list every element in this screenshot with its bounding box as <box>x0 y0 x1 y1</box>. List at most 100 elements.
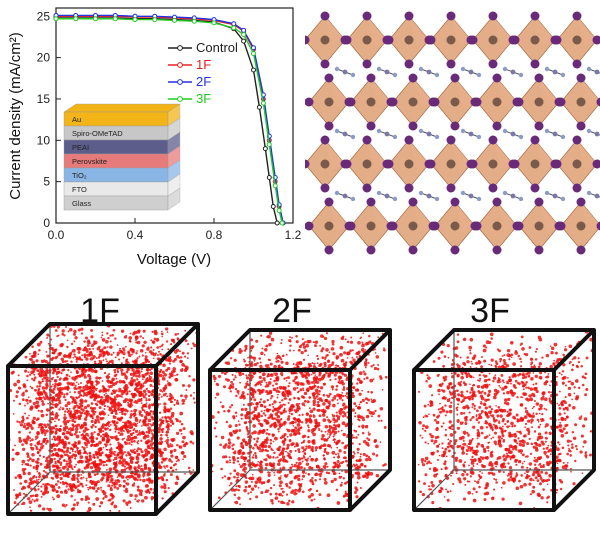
data-point <box>231 21 237 27</box>
halide-atom <box>408 121 418 131</box>
cube-label-3f: 3F <box>470 292 510 330</box>
stack-layer-label: Spiro-OMeTAD <box>72 129 123 138</box>
metal-atom <box>404 159 414 169</box>
x-tick-label: 0.0 <box>48 228 65 242</box>
organic-cation <box>544 128 566 140</box>
data-point <box>211 20 217 26</box>
metal-atom <box>488 159 498 169</box>
metal-atom <box>404 35 414 45</box>
legend-entry: 1F <box>168 57 211 72</box>
data-point <box>191 18 197 24</box>
halide-atom <box>534 121 544 131</box>
halide-atom <box>530 183 540 193</box>
data-point <box>241 27 247 33</box>
halide-atom <box>576 197 586 207</box>
y-tick-label: 15 <box>37 92 51 106</box>
organic-cation <box>460 128 482 140</box>
halide-atom <box>592 35 600 45</box>
dot-cloud <box>412 329 594 511</box>
metal-atom <box>362 159 372 169</box>
organic-cation <box>502 66 524 78</box>
legend-entry: 3F <box>168 91 211 106</box>
stack-layer-label: Au <box>72 115 81 124</box>
halide-atom <box>450 121 460 131</box>
x-tick-label: 0.8 <box>206 228 223 242</box>
halide-atom <box>362 59 372 69</box>
halide-atom <box>446 59 456 69</box>
organic-cation <box>418 128 440 140</box>
metal-atom <box>366 97 376 107</box>
organic-cation <box>502 128 524 140</box>
data-point <box>251 45 256 51</box>
halide-atom <box>320 183 330 193</box>
legend-label: 3F <box>196 91 211 106</box>
halide-atom <box>346 97 356 107</box>
y-tick-label: 20 <box>37 51 51 65</box>
halide-atom <box>404 183 414 193</box>
organic-cation <box>460 190 482 202</box>
cube-edges <box>6 322 200 516</box>
organic-cation <box>334 190 356 202</box>
cube-edges <box>412 328 596 512</box>
data-point <box>241 38 247 44</box>
halide-atom <box>576 245 586 255</box>
halide-atom <box>362 183 372 193</box>
data-point <box>262 146 268 152</box>
data-point <box>272 183 278 189</box>
halide-atom <box>534 197 544 207</box>
metal-atom <box>450 221 460 231</box>
data-point <box>251 50 256 56</box>
halide-atom <box>530 11 540 21</box>
data-point <box>132 17 138 23</box>
halide-atom <box>366 73 376 83</box>
halide-atom <box>488 59 498 69</box>
metal-atom <box>324 97 334 107</box>
organic-cation <box>376 190 398 202</box>
halide-atom <box>510 35 520 45</box>
metal-atom <box>534 97 544 107</box>
stack-layer: Glass <box>63 187 181 211</box>
halide-atom <box>446 183 456 193</box>
halide-atom <box>408 73 418 83</box>
metal-atom <box>320 35 330 45</box>
halide-atom <box>492 197 502 207</box>
x-axis-ticks: 0.0 0.4 0.8 1.2 <box>48 218 302 242</box>
halide-atom <box>492 121 502 131</box>
data-point <box>256 104 262 110</box>
halide-atom <box>596 221 600 231</box>
atoms-layer <box>305 11 600 255</box>
metal-atom <box>362 35 372 45</box>
y-axis-ticks: 0 5 10 15 20 25 <box>37 9 61 230</box>
metal-atom <box>530 159 540 169</box>
data-point <box>112 16 118 22</box>
legend: Control 1F 2F 3F <box>168 40 238 106</box>
stack-layer-label: PEAI <box>72 143 89 152</box>
halide-atom <box>388 97 398 107</box>
halide-atom <box>305 97 314 107</box>
halide-atom <box>530 59 540 69</box>
legend-label: 1F <box>196 57 211 72</box>
halide-atom <box>324 121 334 131</box>
metal-atom <box>576 97 586 107</box>
organic-cation <box>418 66 440 78</box>
metal-atom <box>446 35 456 45</box>
halide-atom <box>592 159 600 169</box>
halide-atom <box>468 35 478 45</box>
data-point <box>276 208 282 214</box>
data-point <box>274 220 280 226</box>
halide-atom <box>572 11 582 21</box>
metal-atom <box>320 159 330 169</box>
halide-atom <box>404 11 414 21</box>
halide-atom <box>572 135 582 145</box>
halide-atom <box>388 221 398 231</box>
y-tick-label: 0 <box>43 216 50 230</box>
halide-atom <box>552 159 562 169</box>
halide-atom <box>430 97 440 107</box>
jv-chart: 0.0 0.4 0.8 1.2 0 5 10 15 20 25 Voltage (V) Curr… <box>7 7 302 268</box>
halide-atom <box>556 97 566 107</box>
series-2f <box>53 12 286 226</box>
x-tick-label: 1.2 <box>285 228 302 242</box>
halide-atom <box>346 221 356 231</box>
halide-atom <box>404 135 414 145</box>
halide-atom <box>534 245 544 255</box>
